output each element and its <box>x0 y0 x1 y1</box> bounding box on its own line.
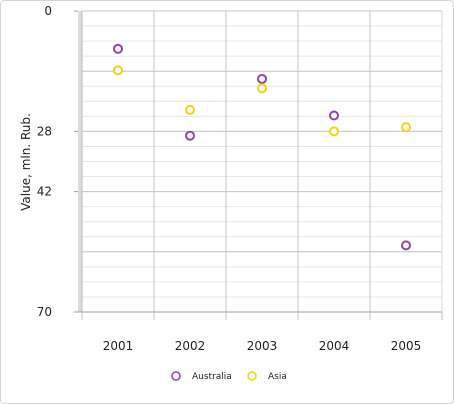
data-point[interactable] <box>185 130 195 141</box>
data-point[interactable] <box>185 104 195 115</box>
x-tick-label: 2003 <box>247 339 278 353</box>
x-tick-labels: 2001 2002 2003 2004 2005 <box>103 339 422 353</box>
data-point[interactable] <box>401 122 411 133</box>
y-tick-label: 70 <box>37 305 52 319</box>
series-asia <box>113 65 411 137</box>
data-point[interactable] <box>113 43 123 54</box>
data-point[interactable] <box>113 65 123 76</box>
axes <box>76 11 443 320</box>
legend: Australia Asia <box>171 371 287 382</box>
series-australia <box>113 43 411 251</box>
data-point[interactable] <box>329 126 339 137</box>
y-axis-strip <box>78 11 82 312</box>
legend-marker <box>171 371 181 381</box>
y-tick-label: 42 <box>37 185 52 199</box>
grid <box>82 10 443 313</box>
data-point[interactable] <box>401 240 411 251</box>
legend-label: Australia <box>192 372 232 382</box>
x-tick-label: 2004 <box>319 339 350 353</box>
data-point[interactable] <box>257 83 267 94</box>
legend-marker <box>247 371 257 381</box>
x-tick-label: 2005 <box>391 339 422 353</box>
y-tick-labels: 0 28 42 70 <box>37 4 78 319</box>
y-axis-label: Value, mln. Rub. <box>19 113 33 211</box>
data-point[interactable] <box>257 73 267 84</box>
x-tick-label: 2002 <box>175 339 206 353</box>
y-tick-label: 28 <box>37 124 52 138</box>
data-points <box>113 43 411 251</box>
y-tick-label: 0 <box>44 4 52 18</box>
data-point[interactable] <box>329 110 339 121</box>
legend-item-australia[interactable]: Australia <box>171 371 232 382</box>
legend-item-asia[interactable]: Asia <box>247 371 287 382</box>
legend-label: Asia <box>268 372 287 382</box>
x-tick-label: 2001 <box>103 339 134 353</box>
